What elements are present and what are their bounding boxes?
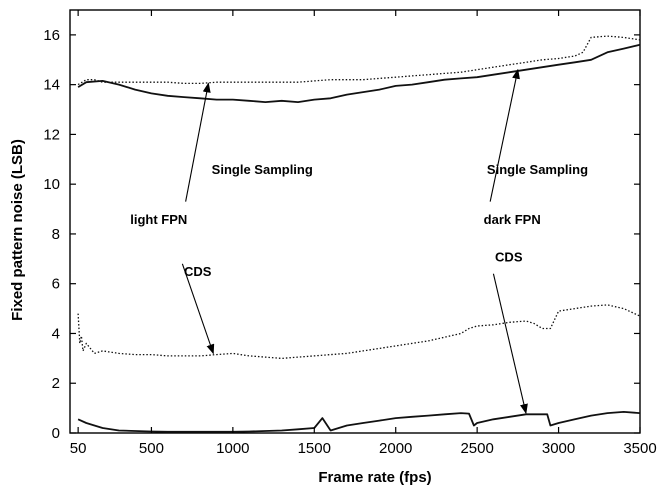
x-tick-label: 3500 [623,440,656,457]
x-tick-label: 1500 [298,440,331,457]
x-tick-label: 3000 [542,440,575,457]
y-tick-label: 8 [52,226,60,243]
series-group [77,35,641,433]
annotation-arrow-2 [489,68,520,202]
dotted-series-line-0 [77,35,641,86]
y-tick-label: 14 [43,77,60,94]
y-tick-label: 16 [43,27,60,44]
annotation-label: CDS [495,249,523,264]
annotation-label: Single Sampling [487,162,588,177]
annotation-arrow-1 [181,263,215,355]
solid-series-line-3 [77,410,641,433]
x-tick-label: 2000 [379,440,412,457]
y-tick-label: 4 [52,325,60,342]
annotation-arrow-0 [185,82,211,202]
x-tick-label: 50 [70,440,87,457]
annotation-label: dark FPN [484,212,541,227]
solid-series-line-1 [77,43,641,103]
y-tick-label: 12 [43,126,60,143]
arrow-group [181,68,528,415]
y-tick-label: 2 [52,375,60,392]
y-tick-label: 10 [43,176,60,193]
y-tick-label: 0 [52,425,60,442]
x-tick-label: 2500 [460,440,493,457]
annotation-label: CDS [184,264,212,279]
x-axis-title: Frame rate (fps) [318,469,431,486]
x-tick-label: 1000 [216,440,249,457]
dotted-series-line-2 [77,304,641,360]
annotation-arrow-3 [492,273,528,415]
x-ticks: 50 500 1000 1500 2000 2500 3000 3500 [70,10,657,457]
x-tick-label: 500 [139,440,164,457]
annotation-label: Single Sampling [212,162,313,177]
annotation-group: light FPN Single Sampling CDS dark FPN Singl… [130,162,588,279]
y-axis-title: Fixed pattern noise (LSB) [9,139,26,321]
plot-frame [69,9,641,434]
y-ticks: 0 2 4 6 8 10 12 14 16 [43,27,640,442]
y-tick-label: 6 [52,276,60,293]
plot-frame-group [69,9,641,434]
annotation-label: light FPN [130,212,187,227]
